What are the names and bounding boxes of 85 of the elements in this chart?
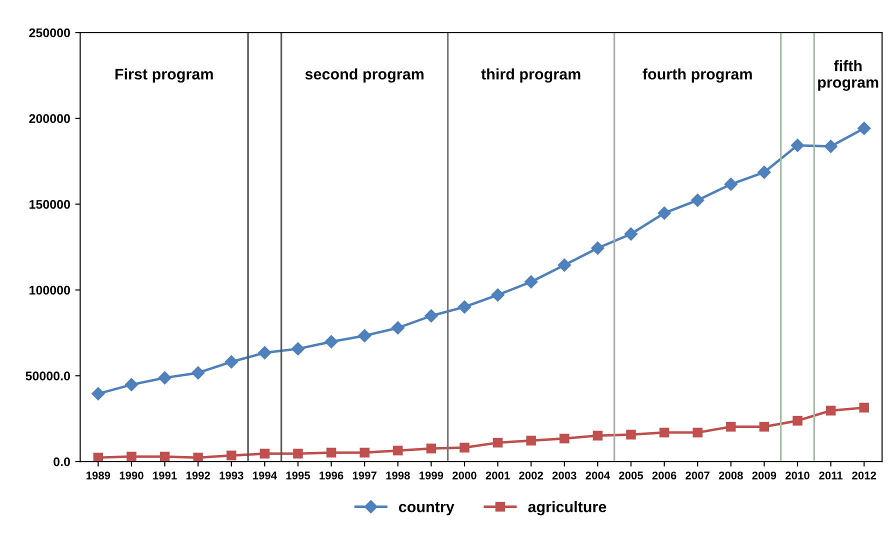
x-tick-label: 1992: [186, 472, 210, 480]
x-tick-label: 1994: [253, 472, 277, 480]
point: [790, 138, 804, 152]
x-tick-label: 2005: [619, 472, 644, 480]
x-tick-label: 2011: [819, 472, 843, 480]
point: [858, 122, 871, 135]
point: [260, 448, 270, 459]
y-tick-label: 50000.0: [26, 372, 70, 380]
point: [792, 416, 802, 426]
y-tick-label: 150000: [30, 200, 70, 209]
point: [191, 366, 205, 380]
point: [360, 448, 370, 458]
x-tick-label: 2001: [486, 472, 510, 480]
y-tick-label: 0.0: [54, 457, 70, 466]
point: [358, 329, 372, 342]
point: [224, 355, 238, 368]
point: [193, 452, 203, 462]
x-tick-label: 2002: [519, 472, 544, 480]
point: [491, 288, 504, 302]
legend-label: country: [398, 502, 454, 516]
x-tick-label: 1989: [86, 472, 110, 480]
point: [226, 450, 236, 460]
point: [326, 448, 336, 458]
point: [591, 242, 604, 255]
point: [124, 378, 138, 392]
x-tick-label: 2007: [686, 472, 710, 480]
point: [460, 442, 470, 453]
point: [92, 387, 105, 400]
point: [592, 430, 603, 440]
point: [492, 438, 503, 448]
point: [526, 436, 536, 446]
point: [826, 406, 836, 416]
point: [158, 371, 172, 384]
point: [126, 452, 136, 462]
point: [160, 452, 170, 462]
x-tick-label: 2000: [452, 472, 476, 480]
x-tick-label: 2012: [852, 472, 876, 480]
x-tick-label: 2006: [652, 472, 676, 480]
point: [426, 444, 436, 454]
x-tick-label: 2008: [718, 472, 743, 480]
point: [692, 428, 702, 438]
x-tick-label: 1995: [286, 472, 310, 480]
point: [560, 434, 570, 444]
point: [758, 166, 771, 179]
point: [726, 422, 736, 432]
x-tick-label: 1997: [352, 472, 376, 480]
annotation: third program: [481, 68, 580, 83]
point: [759, 422, 770, 432]
point: [626, 430, 636, 440]
point: [558, 258, 571, 272]
point: [624, 227, 638, 241]
x-tick-label: 1991: [153, 472, 177, 480]
x-tick-label: 2004: [586, 472, 610, 480]
point: [691, 194, 704, 207]
point: [658, 206, 671, 220]
x-tick-label: 1993: [220, 472, 244, 480]
point: [93, 452, 104, 462]
point: [524, 275, 538, 288]
point: [391, 321, 404, 334]
x-tick-label: 2010: [786, 472, 810, 480]
point: [258, 346, 272, 360]
point: [424, 309, 438, 322]
x-tick-label: 1996: [320, 472, 344, 480]
y-tick-label: 250000: [29, 28, 70, 38]
point: [324, 335, 338, 348]
x-tick-label: 1998: [386, 472, 410, 480]
point: [659, 428, 670, 438]
legend-label: agriculture: [528, 501, 606, 516]
x-tick-label: 2009: [752, 472, 776, 480]
y-tick-label: 100000: [30, 286, 70, 295]
point: [293, 448, 303, 459]
point: [291, 342, 305, 356]
point: [859, 402, 869, 413]
point: [824, 140, 838, 153]
annotation: First program: [115, 68, 213, 83]
x-tick-label: 1990: [120, 472, 144, 480]
annotation: second program: [305, 68, 424, 83]
y-tick-label: 200000: [29, 114, 70, 124]
point: [393, 446, 403, 456]
point: [724, 178, 738, 191]
point: [458, 300, 472, 314]
annotation: fourth program: [642, 68, 752, 83]
x-tick-label: 1999: [420, 472, 444, 480]
annotation: fifth program: [818, 60, 878, 91]
x-tick-label: 2003: [552, 472, 576, 480]
